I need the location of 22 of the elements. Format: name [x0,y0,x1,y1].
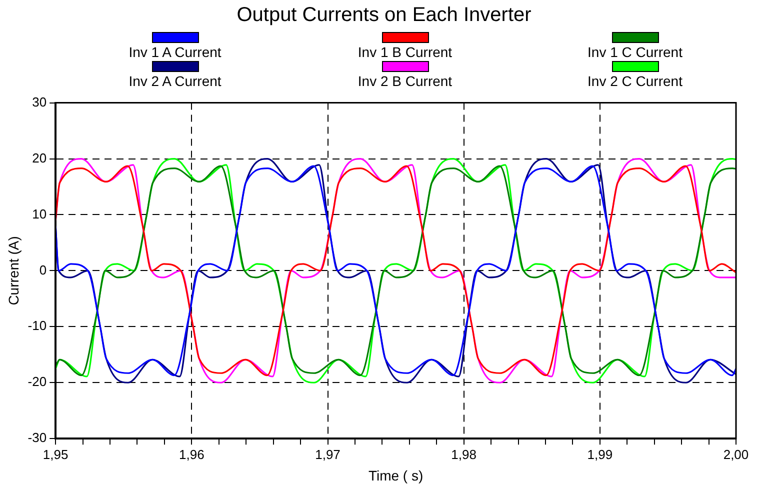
x-tick-label: 1,95 [42,446,68,462]
legend-label: Inv 1 C Current [588,44,682,60]
legend-label: Inv 1 B Current [358,44,452,60]
x-tick-label: 1,96 [179,446,204,462]
chart-title: Output Currents on Each Inverter [236,4,532,27]
y-tick-label: -20 [28,374,47,390]
legend-label: Inv 2 C Current [588,73,682,89]
x-tick-label: 1,97 [315,446,340,462]
x-tick-label: 1,98 [451,446,476,462]
legend-label: Inv 2 B Current [358,73,452,89]
y-tick-label: 10 [32,206,47,222]
y-tick-label: 20 [32,150,47,166]
x-axis-title: Time ( s) [368,467,424,484]
legend-label: Inv 2 A Current [128,73,222,89]
y-tick-label: 0 [39,262,47,278]
y-tick-label: -30 [28,430,47,446]
legend-label: Inv 1 A Current [128,44,222,60]
x-tick-label: 2,00 [723,446,749,462]
y-tick-label: 30 [32,94,47,110]
y-axis-title: Current (A) [5,236,22,306]
y-tick-label: -10 [28,318,47,334]
x-tick-label: 1,99 [587,446,613,462]
